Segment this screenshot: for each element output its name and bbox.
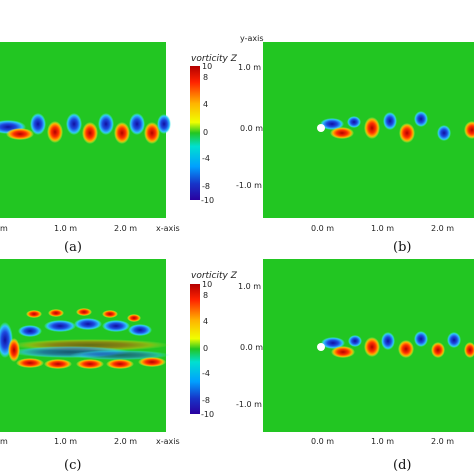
vortices-a: [0, 113, 171, 144]
caption-c: (c): [64, 458, 81, 473]
colorbar-title-a: vorticity Z: [191, 54, 238, 64]
xtick-c-2: 2.0 m: [114, 437, 137, 446]
ytick-d-1: 0.0 m: [240, 343, 263, 352]
colorbar-tick-a-4: -4: [202, 154, 210, 163]
vortices-d: [321, 331, 474, 358]
xtick-c-1: 1.0 m: [54, 437, 77, 446]
colorbar-tick-c-4: -4: [202, 369, 210, 378]
colorbar-tick-c-6: -10: [201, 410, 214, 419]
field-c: [0, 259, 166, 432]
colorbar-tick-c-2: 4: [203, 317, 208, 326]
ytick-d-2: -1.0 m: [236, 400, 262, 409]
colorbar-tick-a-6: -10: [201, 196, 214, 205]
xtick-a-0: m: [0, 224, 8, 233]
xaxis-label-c: x-axis: [156, 437, 180, 446]
ytick-d-0: 1.0 m: [238, 282, 261, 291]
colorbar-tick-a-1: 8: [203, 73, 208, 82]
caption-a: (a): [64, 240, 82, 255]
field-a: [0, 42, 166, 218]
vortices-b: [320, 111, 474, 143]
colorbar-title-c: vorticity Z: [191, 271, 238, 281]
colorbar-tick-c-3: 0: [203, 344, 208, 353]
xtick-a-2: 2.0 m: [114, 224, 137, 233]
xtick-c-0: m: [0, 437, 8, 446]
cylinder-d: [317, 343, 325, 351]
ytick-b-1: 0.0 m: [240, 124, 263, 133]
cylinder-b: [317, 124, 325, 132]
colorbar-tick-a-3: 0: [203, 128, 208, 137]
caption-d: (d): [393, 458, 411, 473]
ytick-b-0: 1.0 m: [238, 63, 261, 72]
xaxis-label-a: x-axis: [156, 224, 180, 233]
xtick-d-0: 0.0 m: [311, 437, 334, 446]
xtick-d-2: 2.0 m: [431, 437, 454, 446]
colorbar-tick-c-0: 10: [202, 280, 212, 289]
colorbar-tick-c-5: -8: [202, 396, 210, 405]
vortices-c: [0, 308, 170, 369]
xtick-b-0: 0.0 m: [311, 224, 334, 233]
xtick-b-2: 2.0 m: [431, 224, 454, 233]
field-d: [263, 259, 474, 432]
ytick-b-2: -1.0 m: [236, 181, 262, 190]
colorbar-a: [190, 66, 200, 200]
colorbar-tick-c-1: 8: [203, 291, 208, 300]
field-b: [263, 42, 474, 218]
colorbar-tick-a-2: 4: [203, 100, 208, 109]
colorbar-tick-a-0: 10: [202, 62, 212, 71]
xtick-b-1: 1.0 m: [371, 224, 394, 233]
caption-b: (b): [393, 240, 411, 255]
xtick-d-1: 1.0 m: [371, 437, 394, 446]
colorbar-tick-a-5: -8: [202, 182, 210, 191]
colorbar-c: [190, 284, 200, 414]
yaxis-label-b: y-axis: [240, 34, 264, 43]
xtick-a-1: 1.0 m: [54, 224, 77, 233]
